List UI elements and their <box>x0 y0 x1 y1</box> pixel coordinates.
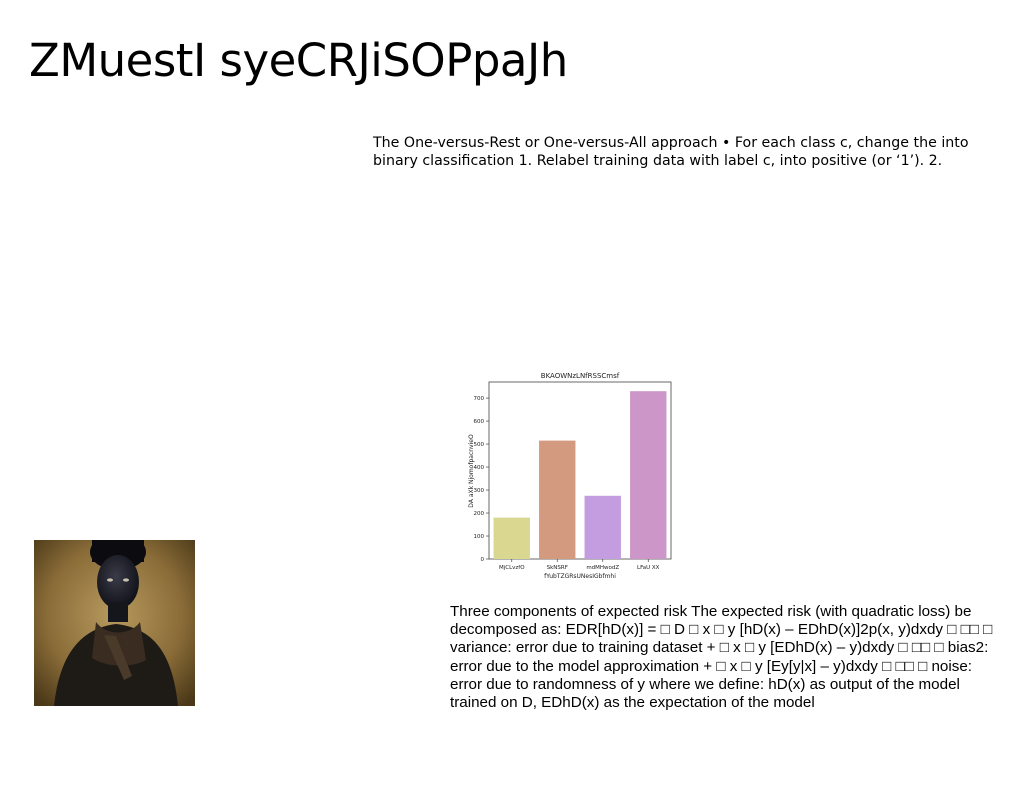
y-tick-label: 400 <box>474 465 485 471</box>
text-block-expected-risk: Three components of expected risk The ex… <box>450 603 993 712</box>
x-tick-label: SkNSRF <box>547 565 568 571</box>
slide-title: ZMuestI syeCRJiSOPpaJh <box>29 34 568 87</box>
bar-1 <box>539 440 576 559</box>
text-block-one-vs-rest: The One-versus-Rest or One-versus-All ap… <box>373 135 969 169</box>
bar-chart: BKAOWNzLNfRSSCmsf DA aXk NjomofpacnvieO … <box>468 372 672 580</box>
x-tick-label: MjCLvzfO <box>499 565 525 571</box>
y-tick-label: 200 <box>474 511 485 517</box>
y-tick-label: 700 <box>474 396 485 402</box>
chart-title: BKAOWNzLNfRSSCmsf <box>541 372 620 380</box>
x-tick-label: mdMHwodZ <box>586 565 619 571</box>
bar-3 <box>630 391 667 559</box>
chart-x-axis-label: fYubTZGRsUNesIGbfmhi <box>544 573 616 580</box>
chart-y-axis-label: DA aXk NjomofpacnvieO <box>468 434 475 508</box>
chart-plot-frame <box>488 381 672 560</box>
y-tick-label: 0 <box>481 557 485 563</box>
bar-0 <box>493 517 530 559</box>
y-tick-label: 500 <box>474 442 485 448</box>
bar-chart-figure: BKAOWNzLNfRSSCmsf DA aXk NjomofpacnvieO … <box>462 367 676 585</box>
x-tick-label: LFaU XX <box>637 565 660 571</box>
portrait-photo <box>34 540 195 706</box>
y-tick-label: 100 <box>474 534 485 540</box>
bar-2 <box>584 495 621 559</box>
y-tick-label: 600 <box>474 419 485 425</box>
y-tick-label: 300 <box>474 488 485 494</box>
